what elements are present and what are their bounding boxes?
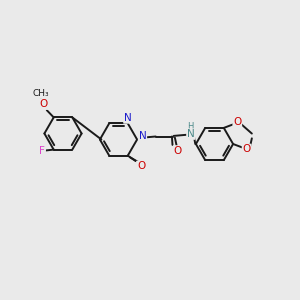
Text: O: O — [137, 161, 145, 171]
Text: O: O — [174, 146, 182, 156]
Text: N: N — [124, 113, 132, 123]
Text: O: O — [40, 99, 48, 109]
Text: O: O — [242, 144, 251, 154]
Text: N: N — [139, 131, 146, 141]
Text: H: H — [188, 122, 194, 131]
Text: N: N — [187, 129, 195, 139]
Text: F: F — [39, 146, 45, 156]
Text: CH₃: CH₃ — [32, 89, 49, 98]
Text: O: O — [233, 118, 242, 128]
